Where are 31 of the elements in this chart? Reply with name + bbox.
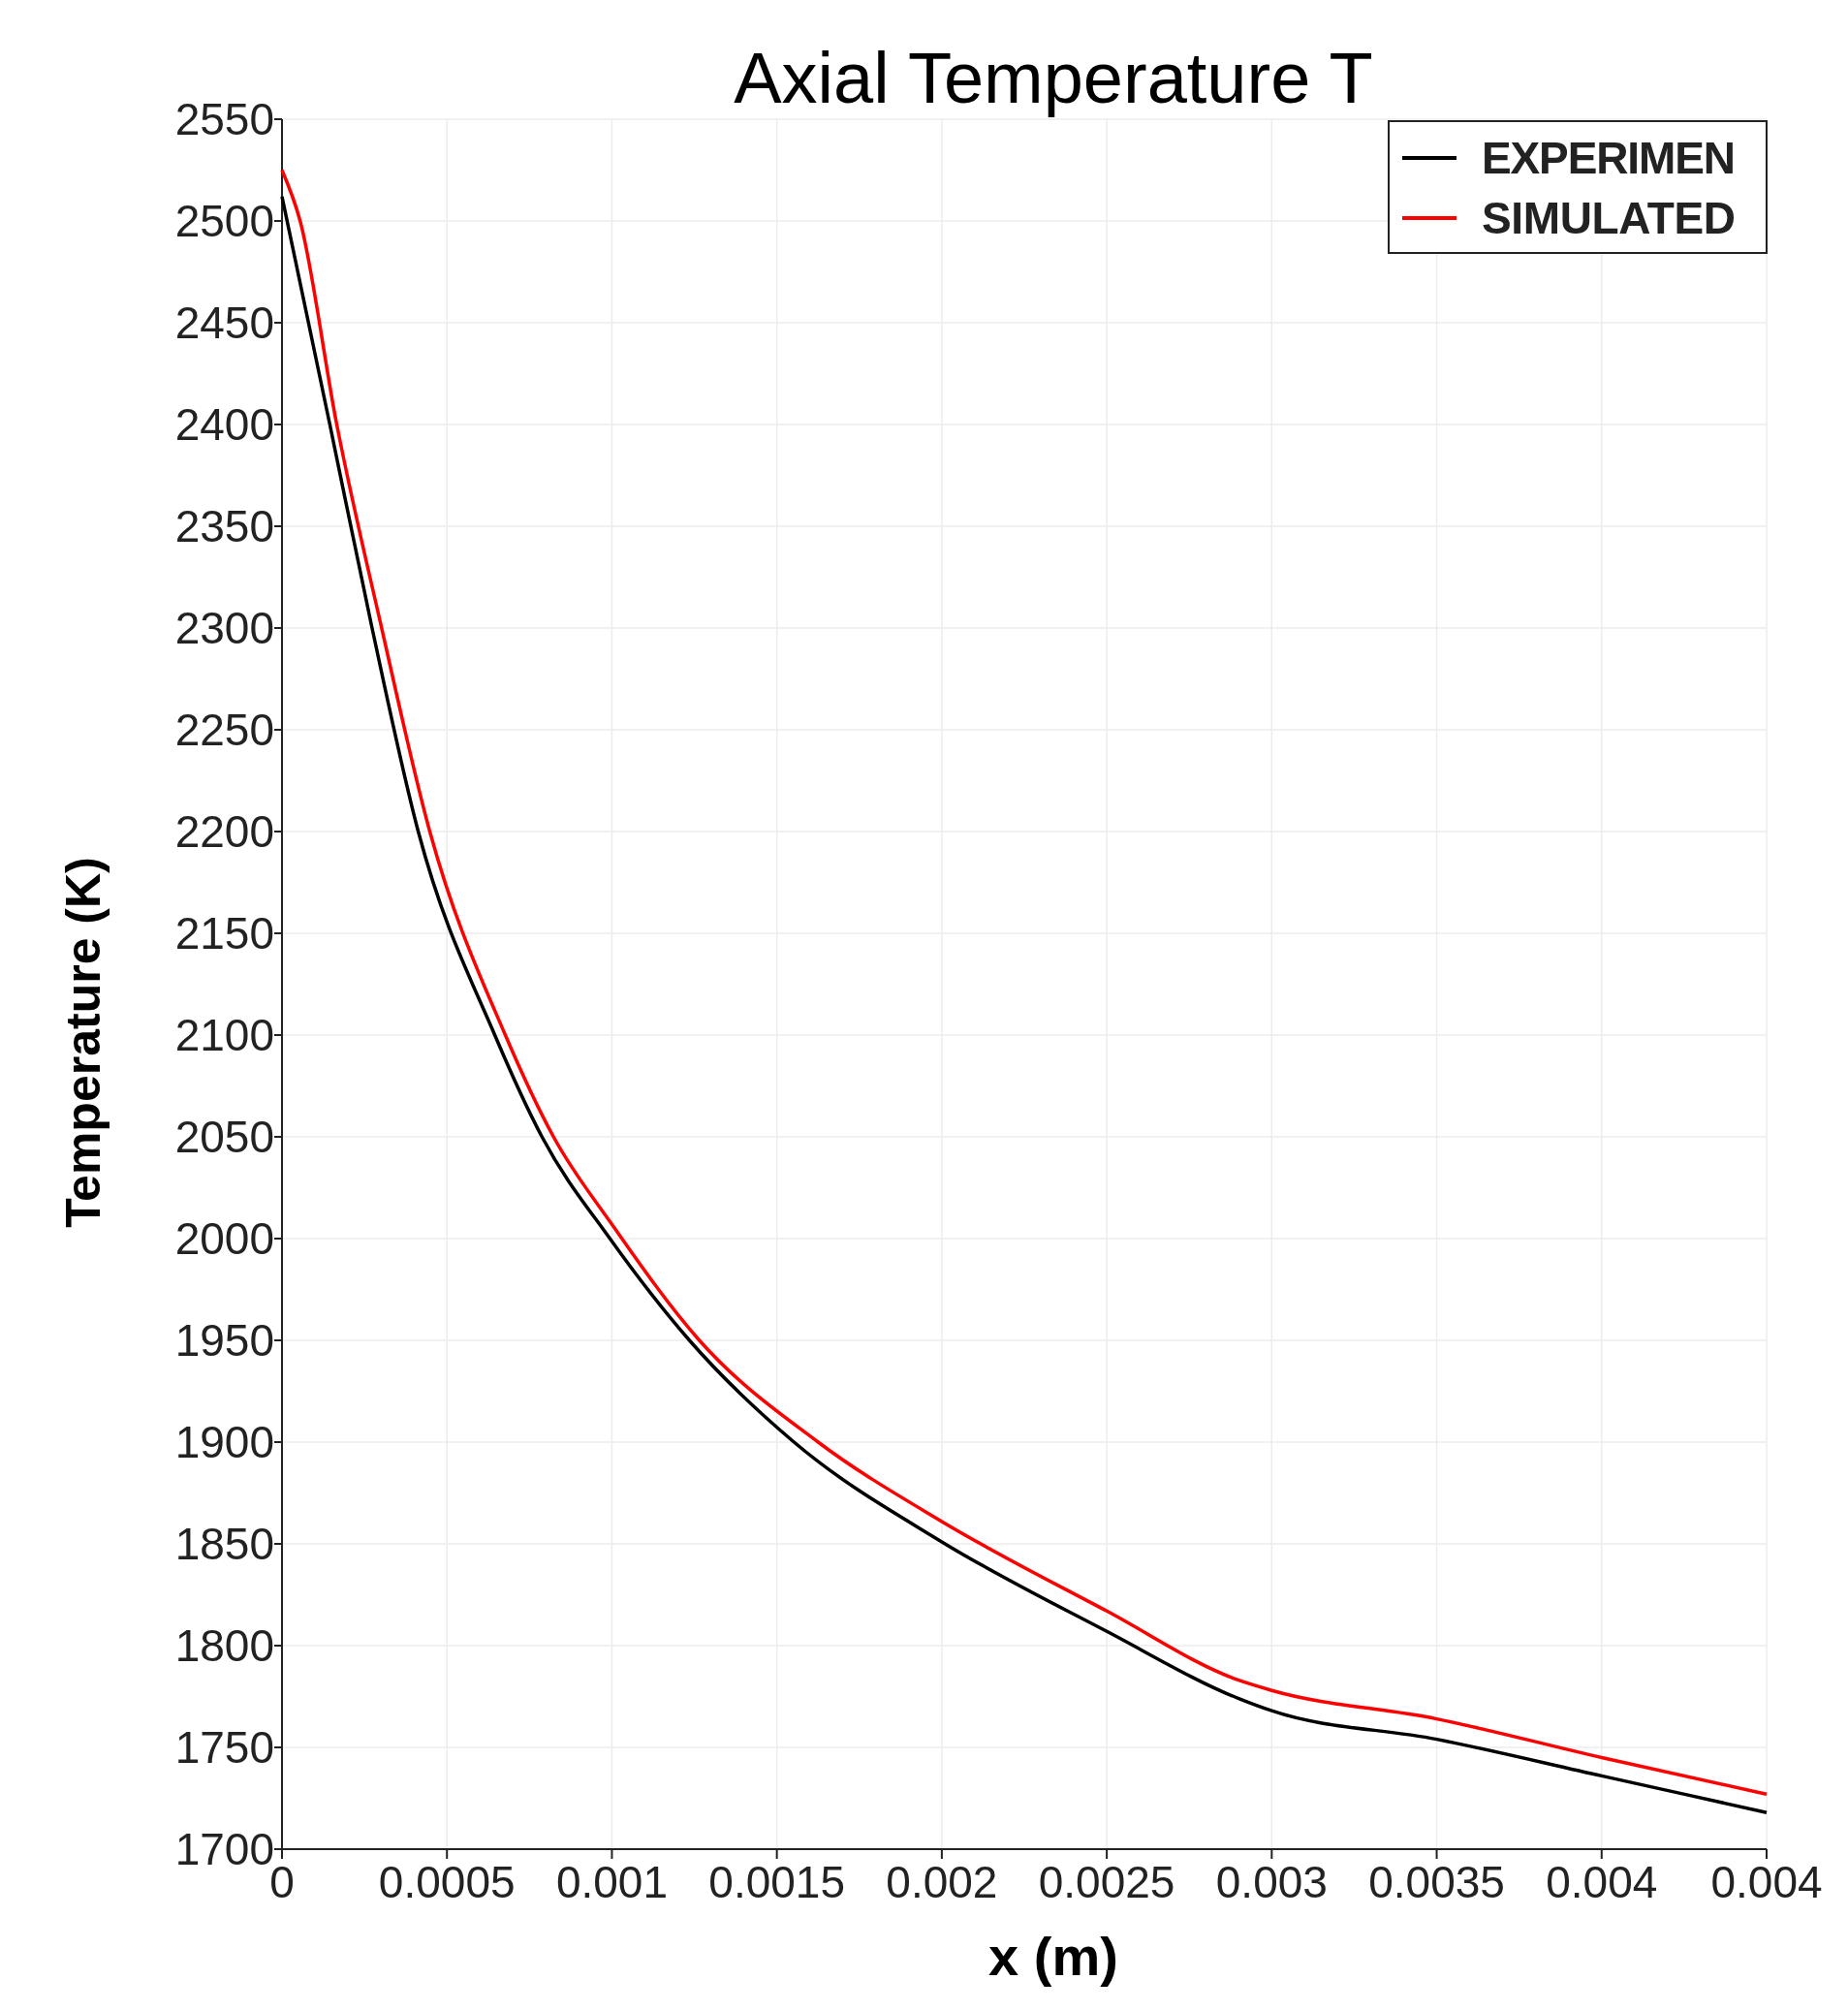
x-axis-title: x (m) (988, 1926, 1118, 1987)
y-tick-label: 1950 (174, 1315, 274, 1367)
x-tick-label: 0.004 (1546, 1857, 1658, 1907)
y-tick-label: 1750 (174, 1722, 274, 1774)
y-tick-label: 1800 (174, 1620, 274, 1672)
legend-label: EXPERIMEN (1482, 133, 1736, 184)
y-tick-label: 2000 (174, 1213, 274, 1265)
y-tick-label: 2300 (174, 603, 274, 654)
x-tick-label: 0.001 (555, 1857, 669, 1907)
y-tick-label: 2550 (174, 94, 274, 145)
x-tick-label: 0.0005 (378, 1857, 516, 1907)
y-tick-label: 1900 (174, 1417, 274, 1468)
y-axis-title: Temperature (K) (56, 857, 110, 1228)
y-tick-label: 2100 (174, 1010, 274, 1061)
legend-label: SIMULATED (1482, 193, 1736, 244)
chart-title: Axial Temperature T (734, 38, 1373, 118)
x-tick-label: 0.004 (1710, 1857, 1823, 1907)
y-tick-label: 2500 (174, 196, 274, 247)
x-tick-label: 0.0035 (1368, 1857, 1505, 1907)
y-tick-label: 2050 (174, 1112, 274, 1163)
x-tick-label: 0.0015 (708, 1857, 846, 1907)
x-tick-label: 0.0025 (1038, 1857, 1175, 1907)
y-tick-label: 2350 (174, 501, 274, 552)
y-tick-label: 2150 (174, 908, 274, 959)
x-tick-label: 0.003 (1215, 1857, 1328, 1907)
x-tick-label: 0.002 (886, 1857, 998, 1907)
y-tick-label: 2400 (174, 399, 274, 451)
y-tick-label: 1850 (174, 1519, 274, 1570)
y-tick-label: 2200 (174, 806, 274, 858)
y-tick-label: 2250 (174, 705, 274, 756)
y-tick-label: 2450 (174, 298, 274, 349)
